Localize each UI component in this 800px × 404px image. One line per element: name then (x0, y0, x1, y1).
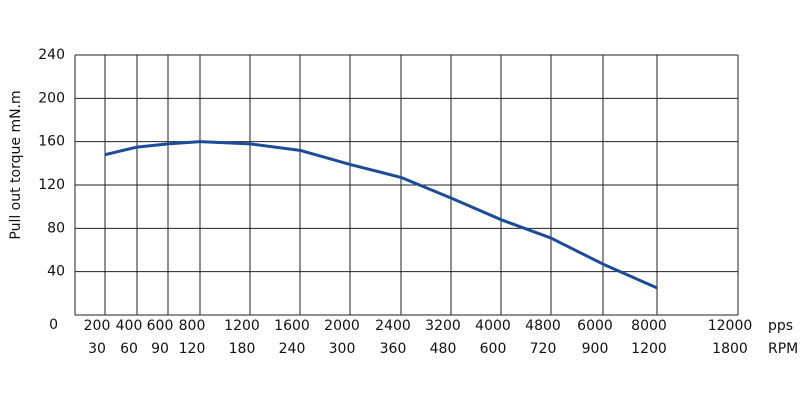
x2-tick-label: 60 (120, 341, 138, 357)
x-tick-label: 600 (147, 318, 174, 334)
x2-tick-label: 360 (380, 341, 407, 357)
x-tick-label: 4000 (475, 318, 511, 334)
x-tick-label: 12000 (708, 318, 753, 334)
x2-tick-label: 480 (430, 341, 457, 357)
x-tick-label: 2000 (324, 318, 360, 334)
x-tick-label: 1600 (274, 318, 310, 334)
y-tick-label: 240 (38, 47, 65, 63)
x2-tick-label: 1200 (631, 341, 667, 357)
x-tick-label: 800 (179, 318, 206, 334)
y-tick-label: 40 (47, 264, 65, 280)
x2-tick-label: 900 (582, 341, 609, 357)
x-tick-label: 6000 (577, 318, 613, 334)
data-line (104, 140, 658, 290)
y-tick-label: 80 (47, 220, 65, 236)
x-unit-label: pps (768, 318, 793, 334)
y-tick-label: 200 (38, 90, 65, 106)
x-tick-label: 1200 (224, 318, 260, 334)
y-tick-label: 0 (49, 317, 58, 333)
x-tick-label: 4800 (525, 318, 561, 334)
x2-tick-label: 30 (88, 341, 106, 357)
y-axis-label: Pull out torque mN.m (8, 90, 24, 239)
x2-tick-label: 1800 (712, 341, 748, 357)
y-tick-label: 160 (38, 134, 65, 150)
x-tick-label: 2400 (375, 318, 411, 334)
x-tick-label: 400 (116, 318, 143, 334)
x2-tick-label: 600 (480, 341, 507, 357)
x-tick-label: 200 (84, 318, 111, 334)
x2-tick-label: 180 (229, 341, 256, 357)
x2-tick-label: 720 (530, 341, 557, 357)
y-tick-label: 120 (38, 177, 65, 193)
x2-tick-label: 300 (329, 341, 356, 357)
x-tick-label: 8000 (631, 318, 667, 334)
x2-tick-label: 240 (279, 341, 306, 357)
x-tick-label: 3200 (425, 318, 461, 334)
x2-tick-label: 120 (179, 341, 206, 357)
x2-unit-label: RPM (768, 341, 798, 357)
x2-tick-label: 90 (151, 341, 169, 357)
